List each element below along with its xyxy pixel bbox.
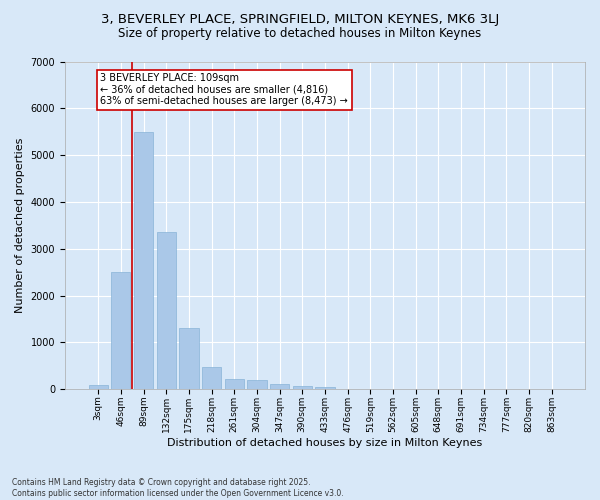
Text: 3, BEVERLEY PLACE, SPRINGFIELD, MILTON KEYNES, MK6 3LJ: 3, BEVERLEY PLACE, SPRINGFIELD, MILTON K…: [101, 12, 499, 26]
Bar: [247, 380, 266, 390]
Bar: [293, 386, 312, 390]
Text: 3 BEVERLEY PLACE: 109sqm
← 36% of detached houses are smaller (4,816)
63% of sem: 3 BEVERLEY PLACE: 109sqm ← 36% of detach…: [100, 73, 348, 106]
Text: Contains HM Land Registry data © Crown copyright and database right 2025.
Contai: Contains HM Land Registry data © Crown c…: [12, 478, 344, 498]
Bar: [111, 272, 130, 390]
Bar: [202, 367, 221, 390]
Bar: [179, 328, 199, 390]
Bar: [270, 384, 289, 390]
X-axis label: Distribution of detached houses by size in Milton Keynes: Distribution of detached houses by size …: [167, 438, 482, 448]
Y-axis label: Number of detached properties: Number of detached properties: [15, 138, 25, 313]
Text: Size of property relative to detached houses in Milton Keynes: Size of property relative to detached ho…: [118, 28, 482, 40]
Bar: [89, 384, 108, 390]
Bar: [224, 379, 244, 390]
Bar: [316, 388, 335, 390]
Bar: [157, 232, 176, 390]
Bar: [134, 132, 153, 390]
